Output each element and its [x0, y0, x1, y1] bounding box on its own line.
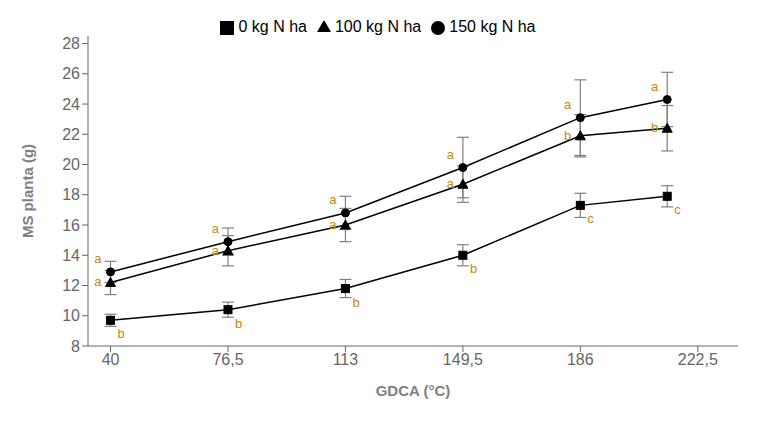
svg-text:a: a — [94, 251, 102, 266]
svg-text:a: a — [94, 274, 102, 289]
svg-text:10: 10 — [62, 307, 80, 324]
svg-text:b: b — [352, 295, 359, 310]
svg-text:b: b — [235, 316, 242, 331]
svg-text:a: a — [447, 176, 455, 191]
svg-text:113: 113 — [333, 351, 359, 368]
svg-text:40: 40 — [102, 351, 120, 368]
svg-text:20: 20 — [62, 156, 80, 173]
svg-text:26: 26 — [62, 65, 80, 82]
svg-text:76,5: 76,5 — [212, 351, 243, 368]
svg-text:16: 16 — [62, 217, 80, 234]
svg-text:a: a — [212, 221, 220, 236]
svg-text:b: b — [564, 128, 571, 143]
svg-text:a: a — [329, 217, 337, 232]
html-text:100 kg N ha: 100 kg N ha — [335, 18, 422, 35]
svg-text:c: c — [674, 202, 681, 217]
svg-text:a: a — [212, 243, 220, 258]
svg-text:14: 14 — [62, 247, 80, 264]
svg-text:8: 8 — [71, 338, 80, 355]
svg-text:28: 28 — [62, 35, 80, 52]
html-text:0 kg N ha: 0 kg N ha — [238, 18, 307, 35]
svg-text:12: 12 — [62, 277, 80, 294]
svg-text:MS planta (g): MS planta (g) — [19, 144, 36, 238]
svg-text:a: a — [329, 192, 337, 207]
svg-text:a: a — [651, 79, 659, 94]
svg-text:18: 18 — [62, 186, 80, 203]
svg-text:c: c — [587, 211, 594, 226]
svg-text:b: b — [118, 326, 125, 341]
svg-text:a: a — [564, 97, 572, 112]
svg-text:a: a — [447, 147, 455, 162]
svg-text:b: b — [470, 261, 477, 276]
svg-text:b: b — [651, 120, 658, 135]
svg-text:22: 22 — [62, 126, 80, 143]
svg-text:24: 24 — [62, 96, 80, 113]
svg-text:186: 186 — [567, 351, 594, 368]
html-text:150 kg N ha: 150 kg N ha — [449, 18, 536, 35]
svg-text:GDCA (°C): GDCA (°C) — [376, 382, 451, 399]
svg-text:222,5: 222,5 — [678, 351, 718, 368]
svg-text:149,5: 149,5 — [443, 351, 483, 368]
